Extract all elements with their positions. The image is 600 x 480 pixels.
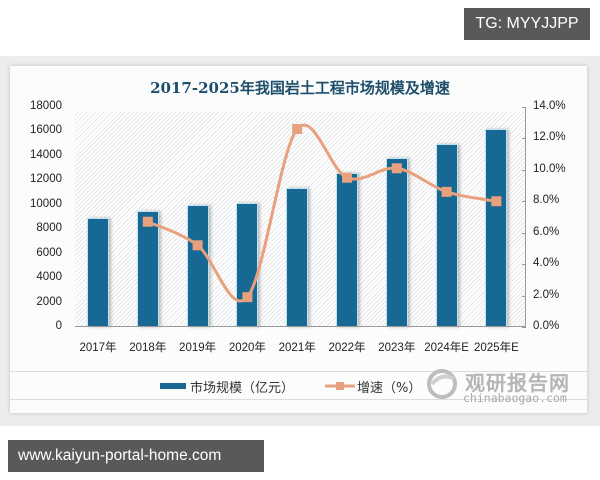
chinabaogao-logo-icon: [427, 369, 457, 399]
y2-tick-label: 4.0%: [533, 257, 560, 270]
y2-tick: [522, 138, 526, 140]
legend-divider-bottom: [10, 399, 587, 400]
growth-marker: [192, 240, 203, 251]
growth-marker: [292, 124, 303, 134]
x-tick-label: 2023年: [378, 342, 416, 354]
y2-tick: [522, 327, 526, 328]
x-tick-label: 2021年: [278, 342, 316, 354]
growth-marker: [441, 186, 452, 197]
x-tick-label: 2025年E: [474, 342, 519, 354]
x-tick-label: 2018年: [129, 342, 167, 354]
y2-tick: [522, 232, 526, 234]
x-axis-line: [75, 326, 525, 327]
growth-marker: [242, 292, 253, 303]
y-tick-label: 16000: [30, 124, 62, 137]
growth-marker: [342, 172, 352, 183]
right-axis-line: [525, 107, 526, 327]
chart-title: 2017-2025年我国岩土工程市场规模及增速: [150, 79, 450, 97]
legend-label-growth: 增速（%）: [357, 380, 422, 396]
y-tick-label: 12000: [30, 173, 62, 186]
y2-tick: [522, 169, 526, 171]
watermark-en: chinabaogao.com: [463, 391, 567, 405]
y2-tick: [522, 295, 526, 297]
legend-item-market-size: 市场规模（亿元）: [160, 377, 295, 396]
watermark-cn: 观研报告网: [465, 371, 570, 395]
y2-tick-label: 14.0%: [533, 100, 566, 112]
legend-divider-top: [10, 371, 587, 372]
x-tick-label: 2019年: [179, 342, 217, 354]
x-tick-label: 2022年: [328, 342, 366, 354]
y-tick-label: 6000: [36, 246, 62, 259]
y-tick-label: 4000: [36, 271, 62, 284]
line-legend-swatch: [325, 382, 355, 390]
x-tick-label: 2020年: [228, 342, 266, 354]
y2-tick: [522, 264, 526, 266]
y-tick-label: 10000: [30, 197, 62, 210]
y2-tick-label: 6.0%: [533, 225, 560, 238]
tg-badge: TG: MYYJJPP: [464, 8, 590, 40]
y2-tick-label: 0.0%: [533, 320, 560, 332]
y2-tick-label: 2.0%: [533, 288, 560, 301]
y-tick-label: 14000: [30, 148, 62, 161]
growth-marker: [491, 196, 502, 207]
growth-marker: [391, 163, 402, 174]
y2-tick: [522, 201, 526, 203]
legend-label-market-size: 市场规模（亿元）: [190, 380, 295, 396]
y2-tick-label: 12.0%: [533, 131, 566, 144]
y2-tick-label: 8.0%: [533, 194, 560, 207]
y-tick-label: 2000: [36, 295, 62, 308]
x-tick-label: 2024年E: [424, 342, 469, 354]
y2-tick: [522, 107, 526, 108]
y-tick-label: 8000: [36, 222, 62, 235]
y2-tick-label: 10.0%: [533, 162, 566, 175]
x-tick-label: 2017年: [79, 342, 117, 354]
growth-marker: [142, 216, 153, 227]
legend-item-growth: 增速（%）: [325, 377, 422, 396]
url-badge: www.kaiyun-portal-home.com: [8, 440, 264, 472]
y-tick-label: 0: [55, 320, 62, 332]
bar-legend-swatch: [160, 383, 186, 389]
y-tick-label: 18000: [30, 100, 62, 112]
